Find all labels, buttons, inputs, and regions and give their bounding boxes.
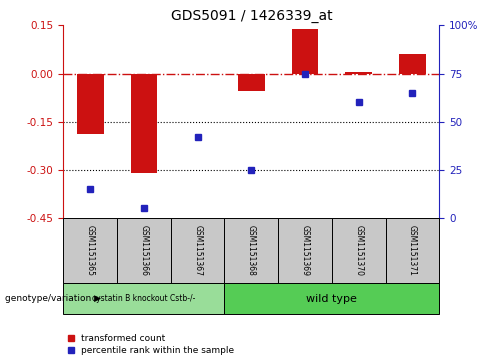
Bar [332, 218, 386, 283]
Text: cystatin B knockout Cstb-/-: cystatin B knockout Cstb-/- [92, 294, 196, 303]
Bar [386, 218, 439, 283]
Text: GSM1151371: GSM1151371 [408, 225, 417, 276]
Bar [131, 73, 157, 173]
Text: genotype/variation ▶: genotype/variation ▶ [5, 294, 101, 303]
Text: GSM1151368: GSM1151368 [247, 225, 256, 276]
Bar [77, 73, 103, 134]
Text: GSM1151366: GSM1151366 [140, 225, 148, 276]
Text: GSM1151367: GSM1151367 [193, 225, 202, 276]
Bar [117, 218, 171, 283]
Bar [63, 283, 224, 314]
Bar [278, 218, 332, 283]
Legend: transformed count, percentile rank within the sample: transformed count, percentile rank withi… [68, 334, 235, 355]
Bar [224, 283, 439, 314]
Bar [292, 29, 318, 73]
Bar [224, 218, 278, 283]
Text: GSM1151365: GSM1151365 [86, 225, 95, 276]
Bar [63, 218, 117, 283]
Bar [171, 218, 224, 283]
Bar [346, 72, 372, 73]
Title: GDS5091 / 1426339_at: GDS5091 / 1426339_at [170, 9, 332, 23]
Text: GSM1151370: GSM1151370 [354, 225, 363, 276]
Text: wild type: wild type [306, 294, 357, 303]
Bar [238, 73, 264, 91]
Text: GSM1151369: GSM1151369 [301, 225, 309, 276]
Bar [399, 54, 426, 73]
